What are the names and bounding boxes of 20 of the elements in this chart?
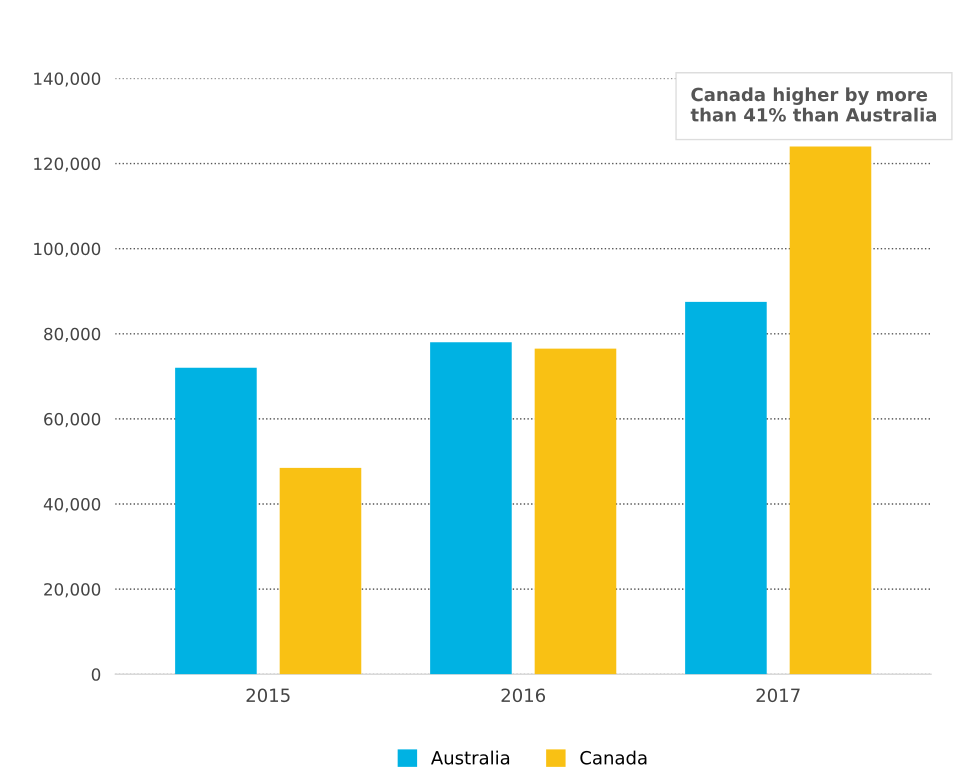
bar <box>790 146 872 674</box>
y-tick-label: 80,000 <box>44 328 100 342</box>
legend-label: Australia <box>431 750 510 765</box>
y-tick-label: 60,000 <box>44 412 100 428</box>
y-tick-label: 0 <box>92 668 100 681</box>
y-tick-label: 140,000 <box>34 72 100 87</box>
bar <box>534 348 616 674</box>
x-tick-label: 2015 <box>246 688 290 702</box>
y-tick-label: 100,000 <box>34 242 100 257</box>
bar <box>685 302 767 674</box>
legend-label: Canada <box>580 750 646 765</box>
bar <box>175 368 257 674</box>
bar <box>430 342 512 674</box>
x-tick-label: 2017 <box>756 688 800 702</box>
y-tick-label: 40,000 <box>44 498 100 512</box>
y-tick-label: 120,000 <box>34 157 100 172</box>
annotation: Canada higher by more than 41% than Australia <box>690 87 936 122</box>
x-tick-label: 2016 <box>502 688 546 702</box>
y-tick-label: 20,000 <box>44 583 100 598</box>
bar <box>280 468 362 674</box>
